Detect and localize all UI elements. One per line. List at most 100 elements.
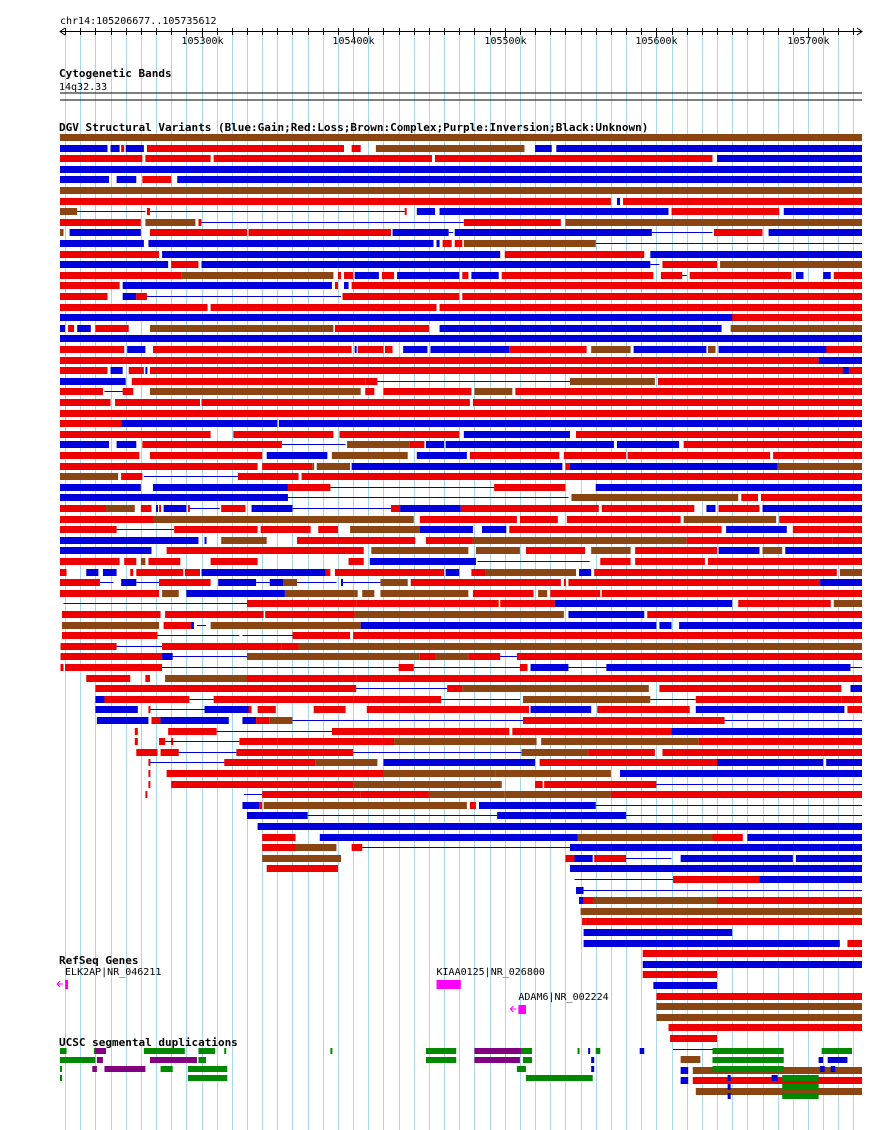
- dgv-variant-complex[interactable]: [777, 463, 862, 470]
- dgv-variant-complex[interactable]: [316, 463, 351, 470]
- dgv-variant-gain[interactable]: [436, 240, 440, 247]
- dgv-variant-loss[interactable]: [236, 749, 354, 756]
- dgv-variant-gain[interactable]: [583, 929, 733, 936]
- dgv-variant-loss[interactable]: [398, 664, 414, 671]
- refseq-gene-label[interactable]: KIAA0125|NR_026800: [437, 967, 545, 978]
- dgv-variant-loss[interactable]: [262, 463, 313, 470]
- dgv-variant-gain[interactable]: [201, 569, 326, 576]
- dgv-variant-gain[interactable]: [530, 664, 569, 671]
- dgv-variant-loss[interactable]: [500, 600, 555, 607]
- dgv-variant-gain[interactable]: [60, 441, 110, 448]
- dgv-variant-loss[interactable]: [210, 304, 437, 311]
- dgv-variant-loss[interactable]: [281, 643, 299, 650]
- dgv-variant-loss[interactable]: [760, 494, 862, 501]
- dgv-variant-loss[interactable]: [365, 378, 378, 385]
- dgv-variant-loss[interactable]: [266, 865, 338, 872]
- dgv-variant-gain[interactable]: [530, 706, 592, 713]
- dgv-variant-loss[interactable]: [659, 685, 842, 692]
- dgv-variant-complex[interactable]: [149, 388, 361, 395]
- dgv-variant-gain[interactable]: [785, 547, 862, 554]
- refseq-gene-label[interactable]: ELK2AP|NR_046211: [65, 967, 161, 978]
- dgv-variant-loss[interactable]: [151, 717, 161, 724]
- dgv-variant-complex[interactable]: [472, 537, 687, 544]
- dgv-variant-loss[interactable]: [171, 781, 354, 788]
- dgv-variant-gain[interactable]: [369, 558, 476, 565]
- dgv-variant-loss[interactable]: [60, 569, 67, 576]
- dgv-variant-complex[interactable]: [463, 240, 596, 247]
- dgv-variant-loss[interactable]: [439, 304, 862, 311]
- dgv-variant-gain[interactable]: [383, 759, 536, 766]
- segdup-green-feature[interactable]: [712, 1057, 784, 1063]
- dgv-variant-gain[interactable]: [242, 717, 257, 724]
- dgv-variant-loss[interactable]: [657, 378, 862, 385]
- dgv-variant-loss[interactable]: [336, 537, 416, 544]
- dgv-variant-loss[interactable]: [60, 664, 64, 671]
- dgv-variant-loss[interactable]: [239, 738, 278, 745]
- dgv-variant-gain[interactable]: [60, 537, 199, 544]
- dgv-variant-loss[interactable]: [122, 388, 134, 395]
- dgv-variant-complex[interactable]: [380, 579, 408, 586]
- dgv-variant-loss[interactable]: [515, 388, 862, 395]
- dgv-variant-loss[interactable]: [60, 293, 108, 300]
- dgv-variant-gain[interactable]: [116, 441, 137, 448]
- segdup-green-feature[interactable]: [425, 1048, 457, 1054]
- dgv-variant-loss[interactable]: [627, 452, 771, 459]
- dgv-variant-loss[interactable]: [152, 346, 352, 353]
- dgv-variant-loss[interactable]: [381, 272, 395, 279]
- dgv-variant-gain[interactable]: [795, 855, 862, 862]
- dgv-variant-loss[interactable]: [348, 558, 364, 565]
- dgv-variant-gain[interactable]: [768, 229, 862, 236]
- dgv-variant-gain[interactable]: [69, 229, 141, 236]
- dgv-variant-loss[interactable]: [60, 431, 211, 438]
- segdup-green-feature[interactable]: [522, 1057, 533, 1063]
- dgv-variant-complex[interactable]: [315, 759, 378, 766]
- dgv-variant-gain[interactable]: [122, 293, 137, 300]
- dgv-variant-loss[interactable]: [504, 251, 645, 258]
- dgv-variant-loss[interactable]: [313, 706, 346, 713]
- dgv-variant-gain[interactable]: [569, 865, 862, 872]
- dgv-variant-loss[interactable]: [136, 569, 184, 576]
- dgv-variant-complex[interactable]: [383, 770, 496, 777]
- dgv-variant-gain[interactable]: [619, 812, 627, 819]
- dgv-variant-loss[interactable]: [447, 685, 463, 692]
- dgv-variant-loss[interactable]: [357, 346, 384, 353]
- segdup-purple-feature[interactable]: [95, 1048, 106, 1054]
- dgv-variant-complex[interactable]: [347, 441, 410, 448]
- dgv-variant-gain[interactable]: [242, 802, 260, 809]
- dgv-variant-loss[interactable]: [149, 452, 263, 459]
- dgv-variant-gain[interactable]: [121, 579, 137, 586]
- dgv-variant-loss[interactable]: [337, 272, 341, 279]
- dgv-variant-loss[interactable]: [60, 463, 258, 470]
- dgv-variant-loss[interactable]: [60, 420, 122, 427]
- dgv-variant-loss[interactable]: [550, 590, 601, 597]
- dgv-variant-loss[interactable]: [210, 558, 258, 565]
- coordinate-ruler[interactable]: 105300k 105400k 105500k 105600k 105700k: [59, 27, 863, 47]
- dgv-variant-complex[interactable]: [62, 622, 160, 629]
- dgv-variant-loss[interactable]: [383, 388, 472, 395]
- dgv-variant-loss[interactable]: [588, 749, 655, 756]
- dgv-variant-loss[interactable]: [509, 526, 722, 533]
- refseq-track[interactable]: ELK2AP|NR_046211 KIAA0125|NR_026800 ADAM6|…: [56, 967, 609, 1014]
- dgv-variant-gain[interactable]: [96, 717, 149, 724]
- dgv-variant-loss[interactable]: [60, 272, 182, 279]
- dgv-variant-gain[interactable]: [60, 484, 141, 491]
- dgv-variant-loss[interactable]: [168, 728, 217, 735]
- segdup-green-feature[interactable]: [224, 1048, 227, 1054]
- dgv-variant-complex[interactable]: [149, 325, 334, 332]
- dgv-variant-loss[interactable]: [409, 441, 425, 448]
- dgv-variant-loss[interactable]: [462, 272, 469, 279]
- segdup-green-feature[interactable]: [595, 1048, 601, 1054]
- dgv-variant-gain[interactable]: [354, 346, 357, 353]
- dgv-variant-gain[interactable]: [160, 717, 229, 724]
- dgv-variant-complex[interactable]: [210, 622, 361, 629]
- dgv-variant-loss[interactable]: [257, 706, 276, 713]
- dgv-variant-gain[interactable]: [416, 208, 436, 215]
- segdup-blue-feature[interactable]: [639, 1048, 645, 1054]
- dgv-variant-gain[interactable]: [163, 505, 187, 512]
- dgv-variant-loss[interactable]: [344, 272, 354, 279]
- dgv-variant-loss[interactable]: [287, 484, 331, 491]
- dgv-variant-gain[interactable]: [186, 590, 285, 597]
- dgv-variant-gain[interactable]: [759, 876, 862, 883]
- segdup-green-feature[interactable]: [187, 1066, 228, 1072]
- dgv-variant-loss[interactable]: [576, 431, 862, 438]
